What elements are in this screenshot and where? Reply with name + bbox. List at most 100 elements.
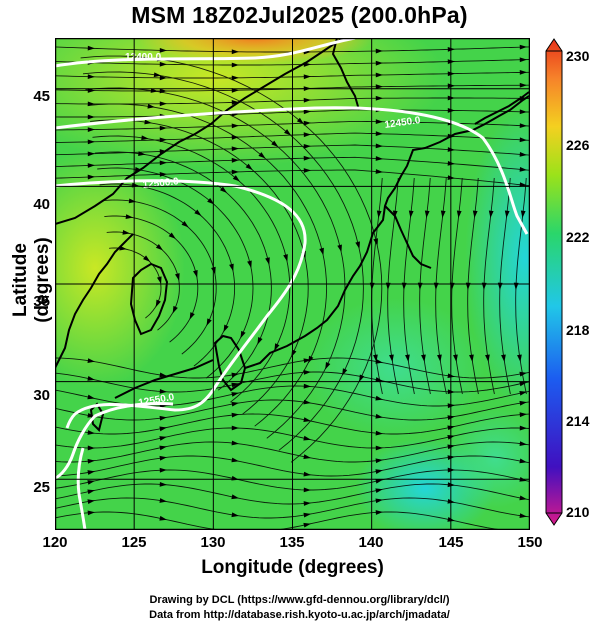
streamline-arrowhead — [87, 430, 95, 435]
streamline-arrowhead — [143, 255, 151, 262]
map-plot-area: 12400.0 12450.0 12500.0 12550.0 — [55, 38, 530, 530]
streamline-arrowhead — [337, 244, 342, 253]
y-tick-25: 25 — [33, 479, 50, 496]
streamline-arrowhead — [283, 254, 288, 262]
streamline-arrowhead — [303, 109, 311, 115]
streamline-arrowhead — [87, 74, 95, 80]
streamline-arrowhead — [87, 139, 95, 145]
streamline-arrowhead — [488, 210, 494, 218]
streamline-arrowhead — [325, 361, 331, 370]
streamline-arrowhead — [138, 151, 146, 156]
colorbar-tick-230: 230 — [566, 48, 590, 64]
streamline-arrowhead — [303, 383, 311, 389]
streamline-arrowhead — [87, 376, 95, 381]
streamline-arrowhead — [308, 355, 314, 364]
streamline-arrowhead — [342, 368, 348, 376]
streamline-arrowhead — [447, 59, 455, 65]
streamline-arrowhead — [231, 382, 239, 388]
streamline-arrowhead — [144, 119, 152, 125]
cool-anomaly-east — [465, 108, 530, 408]
streamline-arrowhead — [231, 512, 239, 518]
x-tick-135: 135 — [279, 534, 305, 551]
streamline — [80, 55, 383, 463]
streamline-arrowhead — [417, 282, 423, 290]
y-tick-45: 45 — [33, 88, 50, 105]
streamline-arrowhead — [265, 257, 270, 265]
streamline-arrowhead — [375, 510, 383, 515]
streamline-arrowhead — [519, 412, 527, 418]
streamline-arrowhead — [519, 123, 527, 128]
streamline-arrowhead — [247, 260, 252, 269]
streamline-arrowhead — [303, 417, 311, 422]
streamline-arrowhead — [87, 489, 95, 495]
streamline-arrowhead — [375, 377, 383, 382]
streamline-arrowhead — [271, 140, 279, 148]
streamline-arrowhead — [303, 97, 311, 103]
x-axis-label: Longitude (degrees) — [201, 557, 384, 578]
streamline-arrowhead — [519, 137, 527, 143]
streamline-arrowhead — [355, 241, 360, 249]
contour-label-12400: 12400.0 — [125, 52, 162, 63]
contour-12500 — [55, 179, 307, 429]
streamline-arrowhead — [147, 103, 155, 109]
streamline-arrowhead — [375, 395, 383, 401]
streamline-arrowhead — [159, 47, 167, 53]
streamline — [90, 119, 309, 415]
streamline-arrowhead — [159, 137, 167, 143]
coastline-sakhalin — [331, 38, 360, 111]
streamline — [85, 87, 346, 439]
colorbar-tick-222: 222 — [566, 229, 590, 245]
streamline-arrowhead — [389, 354, 394, 362]
streamline-arrowhead — [87, 480, 95, 485]
streamline-arrowhead — [481, 282, 487, 290]
streamline-arrowhead — [504, 210, 510, 218]
streamline-arrowhead — [159, 467, 167, 473]
streamline-arrowhead — [519, 513, 527, 518]
coastline-honshu-north — [384, 205, 432, 269]
coastline-china-east — [55, 233, 134, 369]
streamline-arrowhead — [231, 392, 239, 397]
streamline — [82, 71, 364, 451]
streamline-arrowhead — [159, 160, 167, 166]
streamline-arrowhead — [408, 210, 414, 218]
streamline-arrowhead — [87, 470, 95, 475]
streamline-arrowhead — [456, 210, 462, 218]
streamline-arrowhead — [303, 522, 311, 528]
streamline-arrowhead — [375, 131, 383, 137]
streamline-arrowhead — [159, 75, 167, 81]
streamline-arrowhead — [375, 430, 383, 436]
streamline-arrowhead — [519, 441, 527, 446]
streamline-arrowhead — [87, 151, 95, 157]
streamline-arrowhead — [159, 415, 167, 421]
streamline-arrowhead — [447, 83, 455, 89]
plot-frame — [55, 38, 530, 530]
streamline-arrowhead — [87, 88, 95, 93]
coastline-kuril — [474, 91, 530, 125]
streamline-arrowhead — [231, 100, 239, 105]
graticule — [55, 38, 530, 530]
streamline-arrowhead — [447, 47, 455, 52]
streamline-arrowhead — [401, 282, 407, 290]
streamline-arrowhead — [284, 129, 292, 136]
streamline-arrowhead — [519, 57, 527, 63]
streamline-arrowhead — [375, 119, 383, 125]
streamline-arrowhead — [155, 243, 163, 251]
streamline-arrowhead — [159, 88, 167, 94]
streamline-arrowhead — [87, 127, 95, 133]
streamline-arrowhead — [159, 515, 167, 521]
streamline-arrowhead — [231, 457, 239, 463]
streamline-arrowhead — [303, 168, 311, 173]
streamline-arrowhead — [373, 238, 378, 246]
streamline-arrowhead — [159, 389, 167, 394]
streamline-arrowhead — [193, 269, 198, 278]
streamline-arrowhead — [485, 354, 490, 362]
streamline-arrowhead — [87, 499, 95, 505]
streamline-arrowhead — [303, 358, 311, 364]
streamline-arrowhead — [194, 209, 202, 216]
streamline-arrowhead — [375, 48, 383, 54]
warm-anomaly-north — [55, 38, 445, 168]
streamline-arrowhead — [519, 495, 527, 501]
streamline-arrowhead — [274, 343, 280, 351]
streamline-arrowhead — [159, 61, 167, 67]
figure-title: MSM 18Z02Jul2025 (200.0hPa) — [131, 2, 468, 28]
